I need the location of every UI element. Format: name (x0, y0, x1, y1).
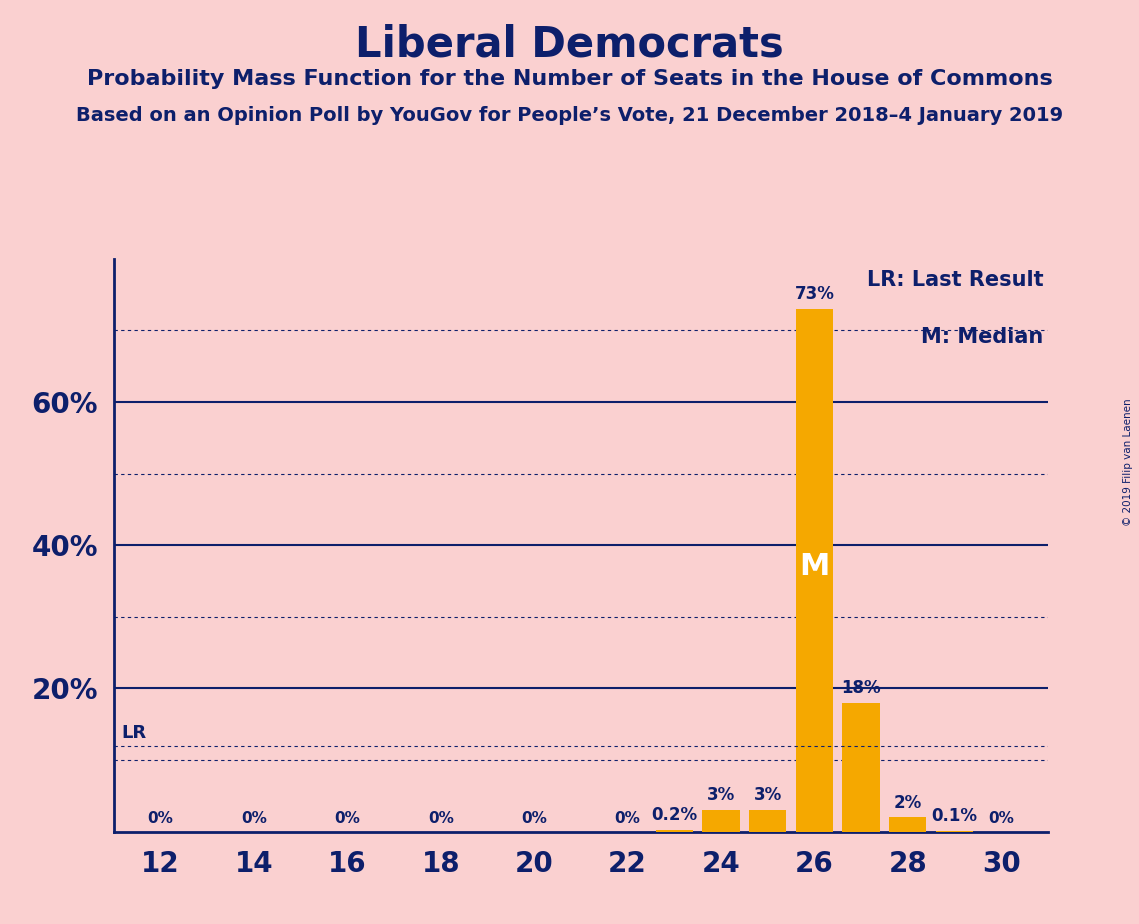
Text: LR: LR (121, 724, 146, 742)
Bar (843, 702, 879, 832)
Text: 0%: 0% (989, 811, 1014, 826)
Text: M: M (800, 553, 829, 581)
Text: 3%: 3% (754, 786, 781, 805)
Text: Liberal Democrats: Liberal Democrats (355, 23, 784, 65)
Text: 0%: 0% (428, 811, 453, 826)
Bar (656, 830, 693, 832)
Text: 0%: 0% (148, 811, 173, 826)
Text: 0%: 0% (241, 811, 267, 826)
Bar (796, 309, 833, 832)
Text: © 2019 Filip van Laenen: © 2019 Filip van Laenen (1123, 398, 1133, 526)
Text: 18%: 18% (842, 679, 880, 697)
Text: Probability Mass Function for the Number of Seats in the House of Commons: Probability Mass Function for the Number… (87, 69, 1052, 90)
Bar (890, 817, 926, 832)
Text: 0.1%: 0.1% (932, 808, 977, 825)
Text: LR: Last Result: LR: Last Result (867, 270, 1043, 290)
Text: 3%: 3% (707, 786, 735, 805)
Text: 2%: 2% (894, 794, 921, 811)
Text: Based on an Opinion Poll by YouGov for People’s Vote, 21 December 2018–4 January: Based on an Opinion Poll by YouGov for P… (76, 106, 1063, 126)
Bar (749, 810, 786, 832)
Text: 0.2%: 0.2% (652, 807, 697, 824)
Text: 0%: 0% (522, 811, 547, 826)
Text: M: Median: M: Median (921, 327, 1043, 347)
Text: 73%: 73% (794, 286, 835, 303)
Bar (703, 810, 739, 832)
Text: 0%: 0% (335, 811, 360, 826)
Text: 0%: 0% (615, 811, 640, 826)
